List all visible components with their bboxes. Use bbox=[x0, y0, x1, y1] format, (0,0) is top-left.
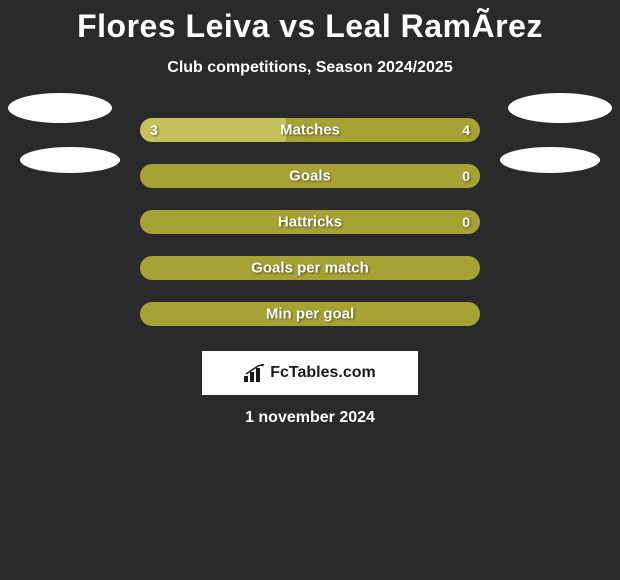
stat-row: Min per goal bbox=[140, 291, 480, 337]
stat-value-right: 0 bbox=[462, 168, 470, 184]
player-left-photo bbox=[8, 93, 112, 123]
bars-container: Matches 3 4 Goals 0 Hattricks 0 Goals per match… bbox=[140, 107, 480, 337]
stat-row: Goals per match bbox=[140, 245, 480, 291]
chart-icon bbox=[244, 364, 266, 382]
stat-label: Matches bbox=[280, 122, 340, 139]
stat-bar-left bbox=[140, 118, 286, 142]
stat-value-left: 3 bbox=[150, 122, 158, 138]
stat-bar: Goals 0 bbox=[140, 164, 480, 188]
stat-row: Matches 3 4 bbox=[140, 107, 480, 153]
stat-label: Min per goal bbox=[266, 306, 354, 323]
stat-value-right: 4 bbox=[462, 122, 470, 138]
page-title: Flores Leiva vs Leal RamÃrez bbox=[0, 0, 620, 45]
stat-bar: Goals per match bbox=[140, 256, 480, 280]
stat-label: Goals bbox=[289, 168, 331, 185]
player-right-photo bbox=[508, 93, 612, 123]
player-left-photo-2 bbox=[20, 147, 120, 173]
stat-bar: Min per goal bbox=[140, 302, 480, 326]
stat-row: Goals 0 bbox=[140, 153, 480, 199]
stat-row: Hattricks 0 bbox=[140, 199, 480, 245]
page-subtitle: Club competitions, Season 2024/2025 bbox=[0, 59, 620, 77]
stat-label: Hattricks bbox=[278, 214, 342, 231]
stat-value-right: 0 bbox=[462, 214, 470, 230]
logo-text: FcTables.com bbox=[270, 364, 376, 382]
logo: FcTables.com bbox=[244, 364, 376, 382]
stat-bar: Hattricks 0 bbox=[140, 210, 480, 234]
stat-label: Goals per match bbox=[251, 260, 369, 277]
stat-bar: Matches 3 4 bbox=[140, 118, 480, 142]
logo-box: FcTables.com bbox=[202, 351, 418, 395]
comparison-chart: Matches 3 4 Goals 0 Hattricks 0 Goals per match… bbox=[0, 107, 620, 337]
player-right-photo-2 bbox=[500, 147, 600, 173]
date-label: 1 november 2024 bbox=[0, 409, 620, 427]
